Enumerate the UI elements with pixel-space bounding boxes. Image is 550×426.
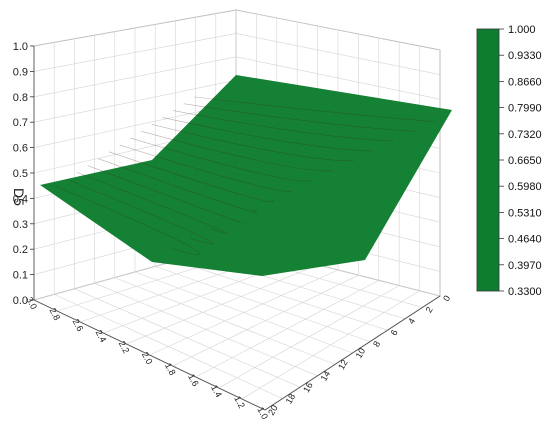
surface-patch (40, 75, 452, 276)
grid-line (149, 269, 339, 356)
z-tick-label: 0.7 (13, 117, 28, 129)
z-tick-label: 1.0 (13, 41, 28, 53)
colorbar: 1.000 0.9330 0.8660 0.7990 0.7320 0.6650 0.598… (476, 24, 542, 298)
z-tick-label: 0.0 (13, 295, 28, 307)
right-axis-tick-label: 16 (301, 381, 315, 395)
contour-line (66, 178, 214, 245)
colorbar-tick-label: 0.9330 (508, 50, 542, 62)
z-tick-label: 0.4 (13, 193, 28, 205)
contour-line (108, 151, 274, 203)
z-tick-label: 0.2 (13, 244, 28, 256)
colorbar-tick-label: 0.5980 (508, 181, 542, 193)
z-tick-label: 0.9 (13, 66, 28, 78)
z-tick-label: 0.5 (13, 168, 28, 180)
right-axis-tick-label: 8 (371, 339, 382, 348)
contour-line (194, 96, 435, 123)
z-axis-label: D5 (11, 188, 27, 206)
colorbar-box (476, 28, 500, 292)
right-axis-tick-label: 18 (284, 392, 298, 406)
contour-line (87, 165, 242, 224)
colorbar-ticks: 1.000 0.9330 0.8660 0.7990 0.7320 0.6650 0.598… (499, 24, 542, 298)
right-axis-tick-label: 6 (389, 328, 400, 337)
grid-line (195, 280, 379, 378)
right-axis-tick-label: 2 (424, 305, 435, 314)
right-axis-tick-label: 10 (354, 346, 368, 360)
contour-line (151, 124, 354, 162)
contour-line (119, 144, 293, 192)
right-axis-tick-label: 4 (406, 316, 417, 325)
contour-line (55, 185, 201, 255)
contour-line (183, 103, 415, 132)
contour-line (76, 172, 228, 234)
grid-line (241, 290, 420, 400)
right-axis-tick-label: 14 (319, 369, 333, 383)
front-left-edge (33, 299, 266, 411)
z-tick-label: 0.6 (13, 143, 28, 155)
colorbar-tick-label: 0.7990 (508, 103, 542, 115)
grid-line (172, 274, 359, 367)
colorbar-tick-label: 0.6650 (508, 155, 542, 167)
colorbar-tick-label: 0.4640 (508, 234, 542, 246)
z-axis-ticks: 0.0 0.1 0.2 0.3 0.4 0.5 0.6 0.7 0.8 0.9 1.0 (13, 41, 34, 307)
colorbar-tick-label: 0.3300 (508, 286, 542, 298)
z-tick-label: 0.8 (13, 92, 28, 104)
colorbar-tick-label: 0.3970 (508, 260, 542, 272)
surface (40, 75, 452, 276)
colorbar-tick-label: 0.7320 (508, 129, 542, 141)
contour-line (98, 158, 257, 213)
contour-line (172, 110, 395, 142)
right-axis-tick-label: 20 (266, 403, 280, 417)
z-tick-label: 0.3 (13, 219, 28, 231)
colorbar-tick-label: 0.5310 (508, 207, 542, 219)
contour-lines (55, 96, 435, 255)
colorbar-tick-label: 0.8660 (508, 76, 542, 88)
colorbar-tick-label: 1.000 (508, 24, 536, 36)
contour-line (140, 130, 334, 172)
grid-line (218, 285, 400, 389)
right-axis-tick-label: 12 (336, 358, 350, 372)
contour-line (162, 117, 374, 152)
right-axis-tick-label: 0 (441, 294, 452, 303)
contour-line (130, 137, 313, 182)
front-right-edge (264, 295, 441, 411)
grid-line (126, 264, 318, 345)
z-tick-label: 0.1 (13, 270, 28, 282)
